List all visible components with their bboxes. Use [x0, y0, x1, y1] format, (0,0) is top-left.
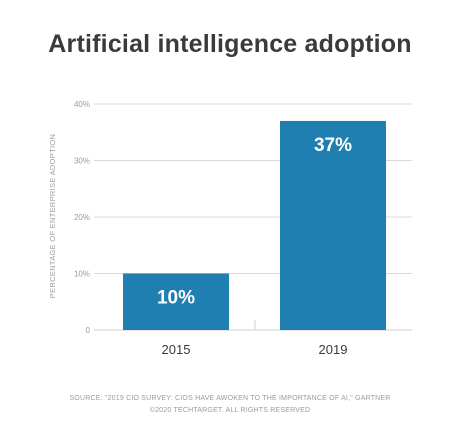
y-tick-label: 10%: [74, 270, 90, 279]
y-axis-ticks: 0 10% 20% 30% 40%: [74, 100, 91, 335]
y-tick-label: 30%: [74, 157, 90, 166]
y-tick-label: 40%: [74, 100, 90, 109]
y-tick-label: 0: [86, 326, 91, 335]
x-tick-label: 2015: [162, 342, 191, 357]
bar-2019: [280, 120, 386, 330]
data-label: 10%: [157, 288, 195, 309]
x-tick-label: 2019: [319, 342, 348, 357]
y-tick-label: 20%: [74, 213, 90, 222]
bar-2015: [123, 273, 229, 330]
source-note: SOURCE: "2019 CIO SURVEY: CIOS HAVE AWOK…: [0, 393, 460, 417]
bars: 10% 37%: [123, 120, 386, 330]
x-axis-ticks: 2015 2019: [162, 342, 348, 357]
copyright-text: ©2020 TECHTARGET. ALL RIGHTS RESERVED: [149, 407, 311, 414]
source-text: SOURCE: "2019 CIO SURVEY: CIOS HAVE AWOK…: [69, 395, 391, 402]
chart-title: Artificial intelligence adoption: [48, 30, 412, 58]
data-label: 37%: [314, 135, 352, 156]
y-axis-label: PERCENTAGE OF ENTERPRISE ADOPTION: [48, 134, 57, 298]
